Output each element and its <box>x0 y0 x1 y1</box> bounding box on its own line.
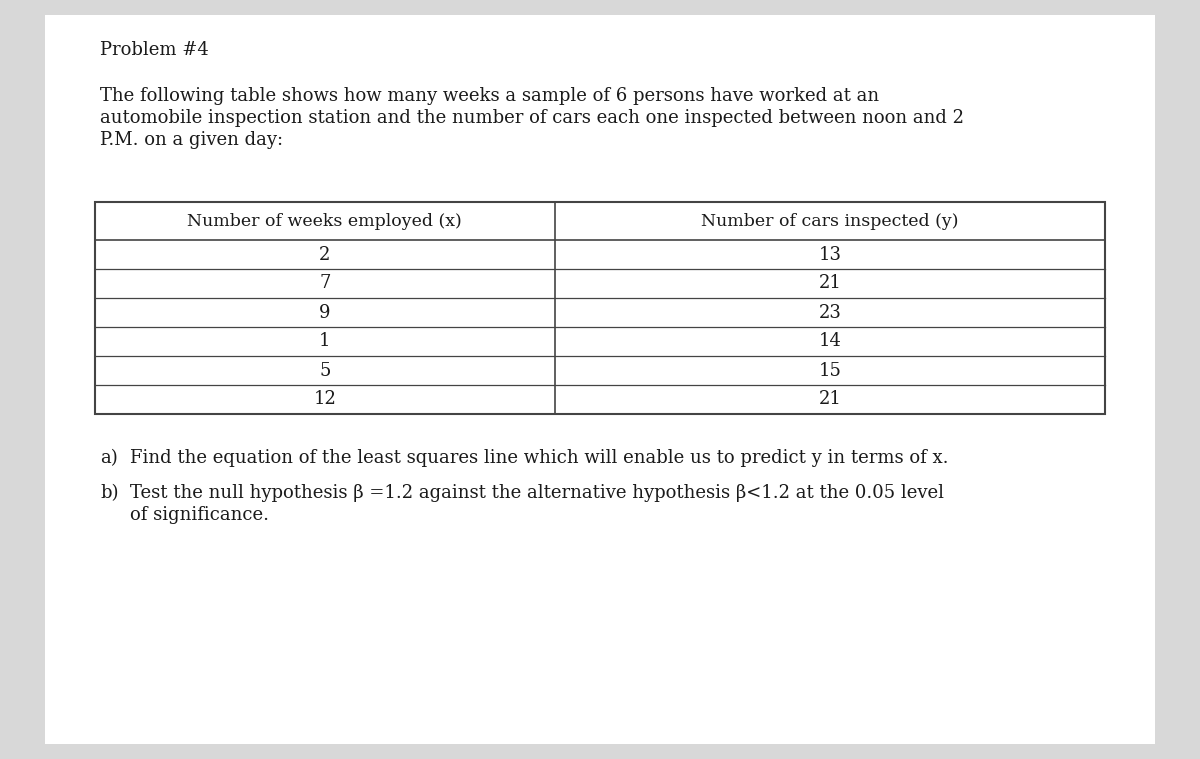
Text: 15: 15 <box>818 361 841 380</box>
Text: automobile inspection station and the number of cars each one inspected between : automobile inspection station and the nu… <box>100 109 964 127</box>
Text: Number of weeks employed (x): Number of weeks employed (x) <box>187 213 462 229</box>
Text: b): b) <box>100 484 119 502</box>
Bar <box>95 202 1105 414</box>
Text: The following table shows how many weeks a sample of 6 persons have worked at an: The following table shows how many weeks… <box>100 87 880 105</box>
Text: 14: 14 <box>818 332 841 351</box>
Text: 7: 7 <box>319 275 330 292</box>
Text: Find the equation of the least squares line which will enable us to predict y in: Find the equation of the least squares l… <box>130 449 948 467</box>
Text: Number of cars inspected (y): Number of cars inspected (y) <box>701 213 959 229</box>
Text: 21: 21 <box>818 275 841 292</box>
Text: P.M. on a given day:: P.M. on a given day: <box>100 131 283 149</box>
Text: 21: 21 <box>818 390 841 408</box>
Text: 13: 13 <box>818 245 841 263</box>
Text: 12: 12 <box>313 390 336 408</box>
Text: Test the null hypothesis β =1.2 against the alternative hypothesis β<1.2 at the : Test the null hypothesis β =1.2 against … <box>130 484 944 502</box>
Text: Problem #4: Problem #4 <box>100 41 209 59</box>
Text: 5: 5 <box>319 361 330 380</box>
Text: 2: 2 <box>319 245 330 263</box>
Text: 1: 1 <box>319 332 330 351</box>
Text: a): a) <box>100 449 118 467</box>
Text: 9: 9 <box>319 304 330 322</box>
Text: of significance.: of significance. <box>130 506 269 524</box>
Text: 23: 23 <box>818 304 841 322</box>
